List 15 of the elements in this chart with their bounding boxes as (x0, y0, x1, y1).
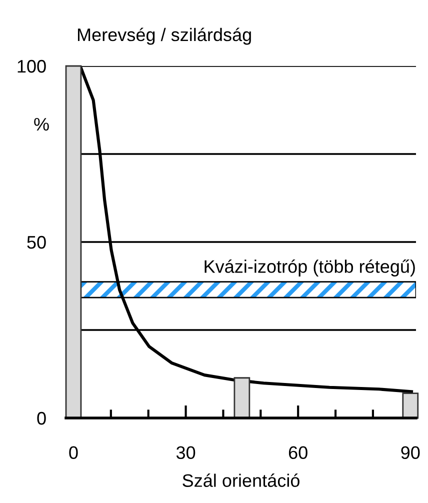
x-tick-label: 90 (401, 446, 420, 460)
line-series (78, 66, 414, 394)
band-label: Kvázi-izotróp (több rétegű) (204, 259, 415, 276)
y-tick-label: 50 (27, 236, 46, 249)
x-tick-label: 30 (176, 446, 196, 460)
x-tick-label: 60 (288, 446, 308, 460)
bar (65, 65, 82, 419)
bar (234, 377, 250, 419)
x-axis-title: Szál orientáció (182, 474, 300, 487)
bar (402, 392, 419, 419)
y-axis-title: % (34, 118, 49, 131)
y-tick-label: 100 (18, 60, 46, 73)
x-tick-label: 0 (69, 446, 78, 460)
chart-title: Merevség / szilárdság (78, 28, 251, 45)
y-tick-label: 0 (37, 412, 46, 425)
